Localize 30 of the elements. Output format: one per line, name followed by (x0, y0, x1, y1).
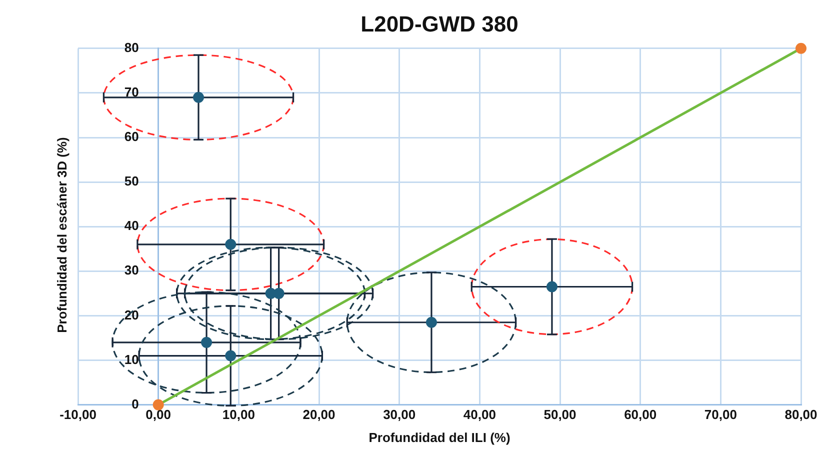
point (796, 42, 806, 54)
y-tick-label: 60 (124, 129, 158, 144)
y-tick-label: 0 (132, 396, 139, 412)
point (273, 288, 284, 299)
y-axis-title: Profundidad del escáner 3D (%) (54, 137, 70, 333)
point (225, 238, 236, 250)
x-tick-label: 0,00 (146, 407, 171, 422)
x-tick-label: 50,00 (544, 407, 576, 422)
x-tick-label: -10,00 (60, 407, 96, 422)
point (225, 350, 236, 362)
x-tick-label: 40,00 (463, 407, 496, 422)
point (201, 336, 212, 348)
chart-title: L20D-GWD 380 (360, 11, 518, 36)
y-tick-label: 30 (124, 262, 158, 278)
x-tick-label: 30,00 (383, 407, 416, 422)
y-tick-label: 70 (124, 84, 158, 100)
x-tick-label: 60,00 (624, 407, 657, 422)
y-tick-label: 40 (124, 218, 158, 234)
x-axis-title: Profundidad del ILI (%) (368, 430, 510, 445)
point (193, 92, 204, 103)
y-tick-label: 80 (124, 40, 158, 55)
x-tick-label: 20,00 (302, 407, 336, 422)
point (546, 281, 558, 292)
y-tick-label: 10 (124, 352, 158, 367)
x-tick-label: 70,00 (704, 407, 737, 422)
point (426, 316, 437, 328)
x-tick-label: 10,00 (222, 407, 255, 422)
y-tick-label: 50 (124, 174, 158, 189)
x-tick-label: 80,00 (784, 407, 818, 422)
point (152, 399, 164, 410)
